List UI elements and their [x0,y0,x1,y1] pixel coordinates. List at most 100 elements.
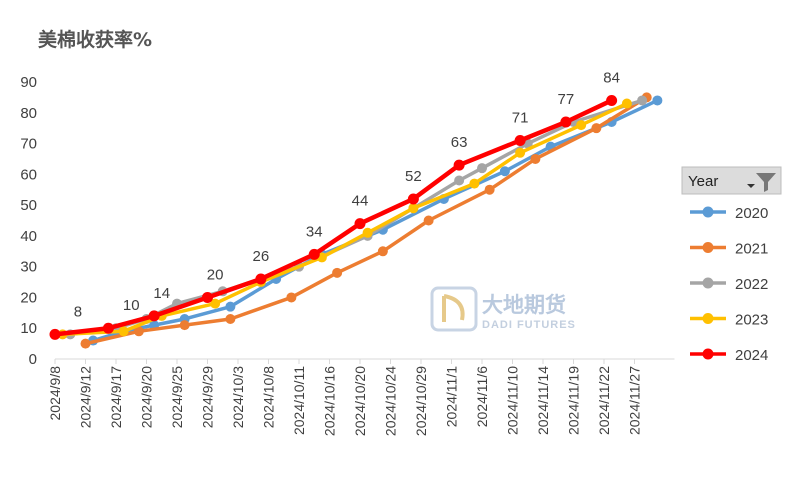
chart-title: 美棉收获率% [38,28,152,51]
data-point [514,134,526,146]
dadi-logo-icon [430,286,478,332]
y-axis-ticks: 0 10 20 30 40 50 60 70 80 90 [20,74,37,368]
legend-item-2020[interactable]: 2020 [690,205,768,222]
x-tick-label: 2024/9/20 [139,366,155,428]
y-tick-label: 50 [20,197,37,214]
data-label: 8 [74,303,82,320]
data-point [621,98,632,109]
data-label: 26 [253,248,270,265]
watermark-subtext: DADI FUTURES [482,319,576,331]
data-label: 44 [352,193,369,210]
x-tick-label: 2024/11/14 [535,366,551,435]
data-point [591,123,602,134]
data-point [454,175,465,186]
data-point [362,227,373,238]
legend-item-2024[interactable]: 2024 [690,347,768,364]
legend-item-label: 2023 [735,312,768,329]
series-line [85,95,648,346]
data-point [308,248,320,260]
legend-swatch-marker [702,277,714,289]
x-tick-label: 2024/10/3 [230,366,246,428]
data-point [515,147,526,158]
x-tick-label: 2024/11/27 [627,366,643,435]
data-point [102,322,114,334]
data-point [354,218,366,230]
axes [54,358,675,364]
data-point [225,301,236,312]
data-point [499,166,510,177]
x-tick-label: 2024/11/19 [566,366,582,435]
legend-swatch-marker [702,313,714,324]
data-point [148,310,160,322]
data-point [560,116,572,128]
data-label: 84 [603,69,620,86]
y-tick-label: 0 [29,351,37,368]
x-tick-label: 2024/9/12 [78,366,94,428]
series-line [54,98,613,337]
data-point [210,298,221,309]
data-labels: 8 10 14 20 26 34 44 52 63 71 77 84 [74,69,620,320]
data-point [225,313,236,324]
data-point [118,326,129,337]
x-tick-label: 2024/10/24 [383,366,399,436]
x-tick-label: 2024/10/11 [291,366,307,435]
data-point [469,178,480,189]
legend-title: Year [688,173,718,190]
y-tick-label: 60 [20,166,37,183]
data-point [255,273,267,285]
data-point [606,94,618,106]
data-label: 77 [558,91,575,108]
legend-item-label: 2024 [735,347,768,364]
funnel-icon[interactable] [756,173,776,192]
data-point [576,120,587,131]
data-point [286,292,297,303]
dropdown-arrow-icon[interactable] [747,184,755,188]
legend-item-2021[interactable]: 2021 [690,241,768,258]
data-point [530,153,541,164]
series-2021 [80,92,652,349]
x-tick-label: 2024/10/29 [413,366,429,436]
x-tick-label: 2024/10/16 [322,366,338,436]
x-tick-label: 2024/9/29 [200,366,216,428]
data-point [332,267,343,278]
x-axis-ticks: 2024/9/8 2024/9/12 2024/9/17 2024/9/20 2024/… [47,366,643,436]
x-tick-label: 2024/11/22 [596,366,612,435]
data-point [179,320,190,331]
y-tick-label: 40 [20,228,37,245]
data-label: 52 [405,168,422,185]
data-label: 71 [512,109,529,126]
y-tick-label: 30 [20,259,37,276]
legend-item-2023[interactable]: 2023 [690,312,768,329]
data-label: 63 [451,134,468,151]
y-tick-label: 80 [20,105,37,122]
x-tick-label: 2024/9/17 [108,366,124,428]
x-tick-label: 2024/9/25 [169,366,185,428]
data-point [133,326,144,337]
data-label: 14 [153,285,170,302]
legend-swatch-marker [702,348,714,360]
data-point [80,338,91,349]
legend-item-2022[interactable]: 2022 [690,276,768,293]
y-tick-label: 10 [20,320,37,337]
x-tick-label: 2024/10/8 [261,366,277,428]
x-tick-label: 2024/10/20 [352,366,368,436]
y-tick-label: 70 [20,136,37,153]
data-label: 34 [306,223,323,240]
data-point [49,328,61,340]
legend-item-label: 2022 [735,276,768,293]
watermark-text: 大地期货 [482,293,566,317]
data-point [477,163,487,174]
data-point [484,184,495,195]
legend[interactable]: Year 2020 2021 2022 2023 2024 [681,166,782,364]
data-point [652,95,663,106]
data-point [637,95,648,106]
legend-swatch-marker [702,242,714,253]
x-tick-label: 2024/11/6 [474,366,490,427]
data-point [423,215,434,226]
data-point [453,159,465,171]
data-label: 20 [207,266,224,283]
watermark: 大地期货 DADI FUTURES [430,286,576,332]
x-tick-label: 2024/9/8 [47,366,63,421]
y-tick-label: 20 [20,289,37,306]
